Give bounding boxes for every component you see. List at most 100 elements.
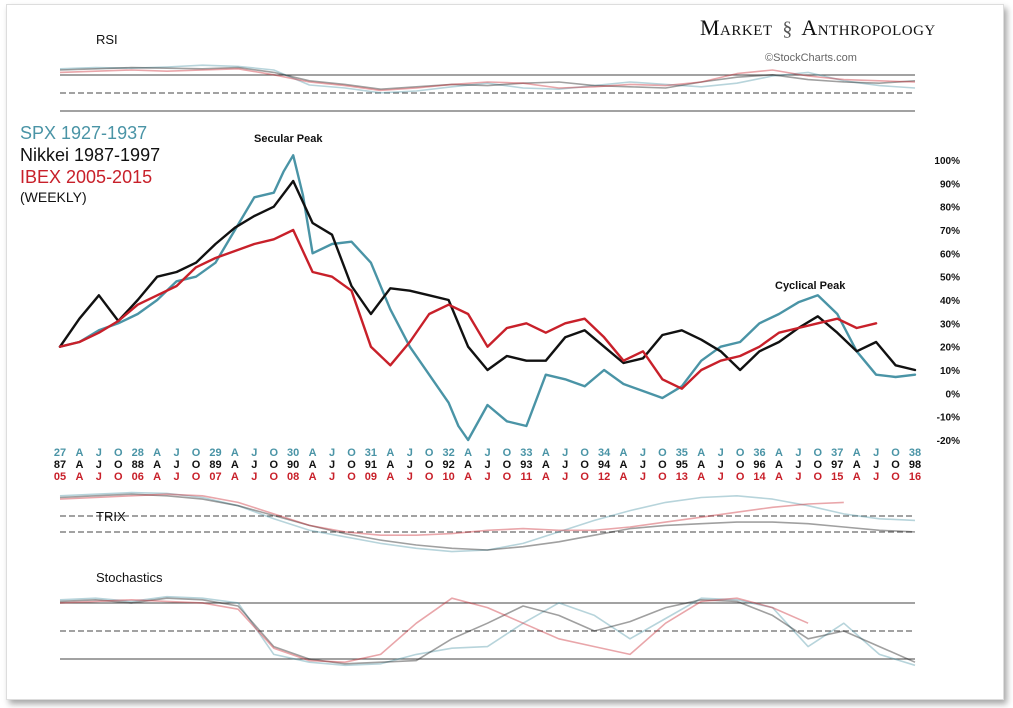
x-tick-label: O xyxy=(425,447,434,459)
x-tick-label: J xyxy=(562,471,568,483)
stochastics-series-line xyxy=(59,597,916,665)
rsi-series-line xyxy=(59,68,916,92)
x-tick-label: O xyxy=(736,471,745,483)
x-tick-label: O xyxy=(891,447,900,459)
x-tick-label: J xyxy=(484,471,490,483)
x-tick-label: O xyxy=(580,471,589,483)
x-tick-label: O xyxy=(425,471,434,483)
stochastics-series-line xyxy=(59,597,809,663)
x-tick-label: 33 xyxy=(520,447,532,459)
x-tick-label: O xyxy=(736,459,745,471)
y-tick-label: -20% xyxy=(937,436,960,447)
y-tick-label: 50% xyxy=(940,273,960,284)
x-tick-label: 27 xyxy=(54,447,66,459)
x-tick-label: A xyxy=(697,471,705,483)
x-tick-label: 13 xyxy=(676,471,688,483)
x-tick-label: J xyxy=(562,447,568,459)
x-tick-label: J xyxy=(795,459,801,471)
x-tick-label: 35 xyxy=(676,447,688,459)
x-tick-label: J xyxy=(795,471,801,483)
x-tick-label: J xyxy=(873,459,879,471)
x-tick-label: A xyxy=(309,447,317,459)
x-tick-label: J xyxy=(640,459,646,471)
x-tick-label: A xyxy=(153,459,161,471)
x-tick-label: J xyxy=(407,447,413,459)
x-tick-label: 93 xyxy=(520,459,532,471)
x-tick-label: 91 xyxy=(365,459,377,471)
x-tick-label: A xyxy=(853,447,861,459)
x-tick-label: 97 xyxy=(831,459,843,471)
x-tick-label: O xyxy=(425,459,434,471)
y-tick-label: 60% xyxy=(940,249,960,260)
x-tick-label: O xyxy=(580,447,589,459)
x-tick-label: O xyxy=(114,459,123,471)
x-tick-label: 89 xyxy=(209,459,221,471)
x-tick-label: A xyxy=(153,447,161,459)
y-tick-label: 90% xyxy=(940,179,960,190)
x-tick-label: A xyxy=(464,447,472,459)
x-tick-label: O xyxy=(658,471,667,483)
x-tick-label: 90 xyxy=(287,459,299,471)
x-tick-label: A xyxy=(386,447,394,459)
x-tick-label: J xyxy=(329,471,335,483)
series-line-ibex xyxy=(58,228,878,390)
y-tick-label: 30% xyxy=(940,319,960,330)
x-tick-label: A xyxy=(75,471,83,483)
legend-nikkei: Nikkei 1987-1997 xyxy=(20,145,161,165)
x-tick-label: O xyxy=(192,471,201,483)
x-tick-label: 10 xyxy=(443,471,455,483)
dna-icon: § xyxy=(782,18,793,40)
x-tick-label: J xyxy=(174,447,180,459)
y-tick-label: 70% xyxy=(940,226,960,237)
x-tick-label: O xyxy=(658,447,667,459)
x-tick-label: A xyxy=(153,471,161,483)
x-tick-label: A xyxy=(620,447,628,459)
x-tick-label: O xyxy=(891,471,900,483)
y-tick-label: 80% xyxy=(940,203,960,214)
x-tick-label: J xyxy=(562,459,568,471)
x-tick-label: 15 xyxy=(831,471,843,483)
trix-series-line xyxy=(59,491,916,553)
x-tick-label: 95 xyxy=(676,459,688,471)
x-tick-label: A xyxy=(542,447,550,459)
x-tick-label: O xyxy=(269,471,278,483)
x-tick-label: J xyxy=(484,459,490,471)
x-tick-label: A xyxy=(697,447,705,459)
x-tick-label: A xyxy=(309,459,317,471)
x-tick-label: J xyxy=(96,447,102,459)
annotation-cyclical-peak: Cyclical Peak xyxy=(775,280,846,292)
brand-logo: Market § Anthropology xyxy=(700,15,936,41)
x-tick-label: 96 xyxy=(753,459,765,471)
x-tick-label: J xyxy=(407,471,413,483)
x-tick-label: 28 xyxy=(132,447,144,459)
x-tick-label: J xyxy=(718,471,724,483)
x-tick-label: J xyxy=(174,459,180,471)
x-tick-label: A xyxy=(542,459,550,471)
x-tick-label: 36 xyxy=(753,447,765,459)
x-tick-label: J xyxy=(795,447,801,459)
x-tick-label: A xyxy=(75,459,83,471)
x-tick-label: O xyxy=(814,459,823,471)
x-tick-label: A xyxy=(464,459,472,471)
x-tick-label: J xyxy=(407,459,413,471)
x-tick-label: 09 xyxy=(365,471,377,483)
x-tick-label: J xyxy=(484,447,490,459)
x-tick-label: A xyxy=(775,471,783,483)
chart-frame xyxy=(6,4,1004,700)
x-tick-label: A xyxy=(853,459,861,471)
x-tick-label: O xyxy=(580,459,589,471)
brand-left: Market xyxy=(700,15,773,40)
legend-ibex: IBEX 2005-2015 xyxy=(20,167,153,187)
x-tick-label: O xyxy=(347,459,356,471)
x-tick-label: O xyxy=(503,447,512,459)
x-tick-label: 11 xyxy=(521,471,533,483)
x-tick-label: O xyxy=(192,447,201,459)
x-tick-label: J xyxy=(251,459,257,471)
x-tick-label: O xyxy=(269,459,278,471)
annotation-secular-peak: Secular Peak xyxy=(254,133,323,145)
x-tick-label: J xyxy=(718,459,724,471)
x-tick-label: 06 xyxy=(132,471,144,483)
y-tick-label: 20% xyxy=(940,343,960,354)
x-tick-label: 12 xyxy=(598,471,610,483)
brand-right: Anthropology xyxy=(801,15,936,40)
